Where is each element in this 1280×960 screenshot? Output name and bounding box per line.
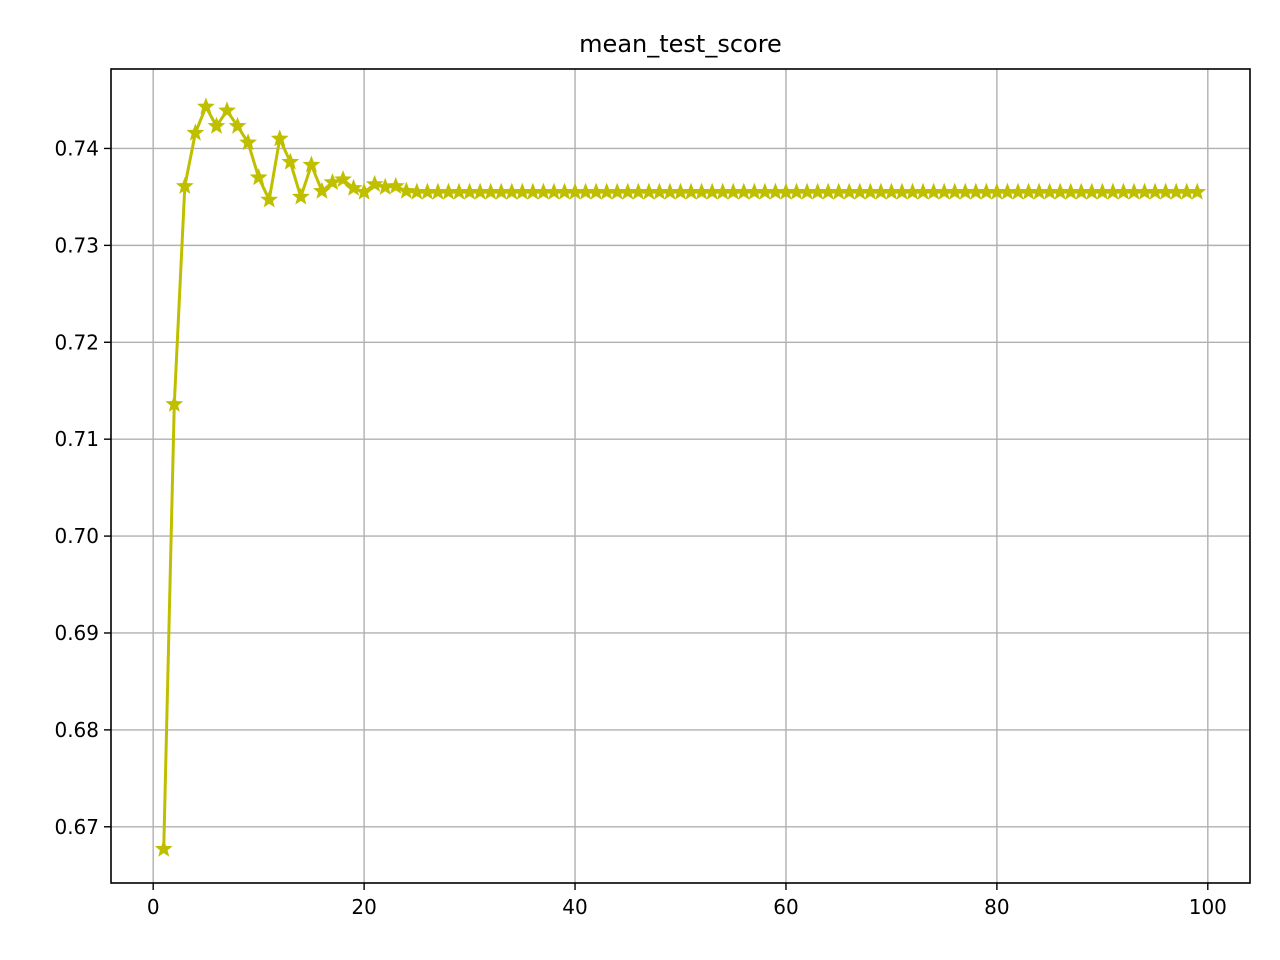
y-tick-label: 0.67 — [54, 815, 99, 839]
data-point-star — [386, 176, 405, 194]
x-tick-label: 80 — [984, 895, 1009, 919]
data-point-star — [302, 155, 321, 173]
data-point-star — [154, 839, 173, 857]
y-tick-label: 0.71 — [54, 427, 99, 451]
data-point-star — [291, 187, 310, 205]
axes-frame — [110, 68, 1251, 884]
data-point-star — [165, 394, 184, 412]
x-tick-label: 40 — [562, 895, 587, 919]
data-point-star — [239, 133, 258, 151]
axis-ticks: 0 20 40 60 80 100 0.67 0.68 0.69 0.70 0.71 0.72 0.73… — [54, 136, 1226, 919]
data-point-star — [334, 170, 352, 188]
data-point-star — [186, 123, 205, 141]
series-line — [162, 105, 1198, 850]
data-point-star — [228, 116, 247, 134]
data-point-star — [249, 168, 268, 186]
data-point-star — [175, 176, 194, 194]
y-tick-label: 0.73 — [54, 233, 99, 257]
y-tick-label: 0.72 — [54, 330, 99, 354]
data-point-star — [397, 181, 416, 199]
data-point-star — [196, 97, 215, 115]
data-point-star — [281, 152, 300, 170]
x-tick-label: 60 — [773, 895, 798, 919]
data-point-star — [365, 174, 384, 192]
y-tick-label: 0.68 — [54, 718, 99, 742]
chart-title: mean_test_score — [579, 30, 782, 58]
data-point-star — [207, 116, 226, 134]
y-tick-label: 0.70 — [54, 524, 99, 548]
grid — [111, 69, 1250, 883]
x-tick-label: 0 — [147, 895, 160, 919]
y-tick-label: 0.74 — [54, 136, 99, 160]
y-tick-label: 0.69 — [54, 621, 99, 645]
plot-area — [154, 97, 1207, 857]
data-point-star — [344, 178, 363, 196]
data-point-star — [1188, 182, 1207, 200]
x-tick-label: 20 — [351, 895, 376, 919]
data-point-star — [260, 190, 279, 208]
data-point-star — [218, 101, 236, 119]
x-tick-label: 100 — [1189, 895, 1227, 919]
data-point-star — [270, 129, 289, 147]
